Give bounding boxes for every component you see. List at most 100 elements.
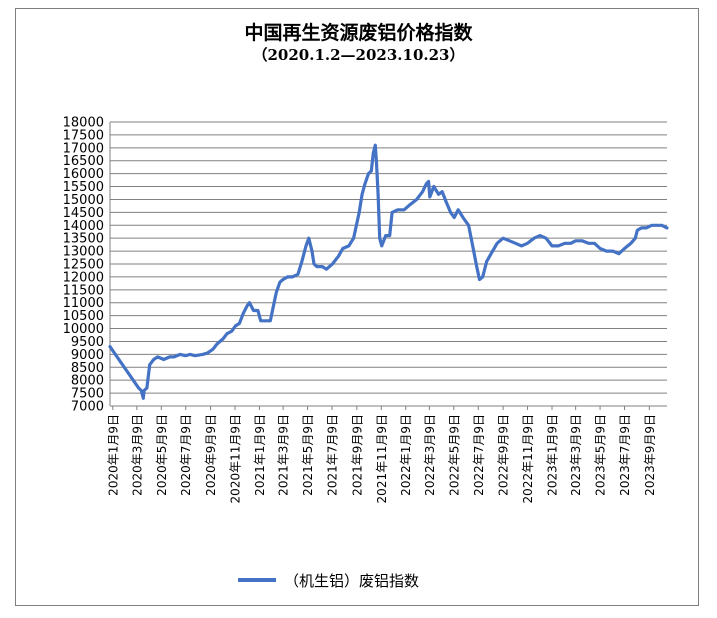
data-point	[143, 389, 145, 392]
data-point	[570, 242, 572, 245]
data-point	[391, 211, 393, 214]
data-point	[297, 273, 299, 276]
x-tick-label: 2021年5月9日	[301, 414, 315, 496]
y-tick-label: 7000	[71, 400, 104, 415]
legend-swatch	[238, 578, 276, 582]
data-point	[545, 237, 547, 239]
data-point	[445, 201, 448, 203]
data-point	[168, 356, 171, 358]
data-point	[666, 227, 668, 229]
x-tick-label: 2020年3月9日	[130, 414, 144, 496]
data-point	[212, 348, 214, 351]
data-point	[428, 196, 431, 198]
data-point	[358, 211, 361, 214]
data-point	[618, 252, 620, 255]
y-tick-label: 15500	[63, 180, 104, 195]
data-point	[238, 322, 241, 325]
x-tick-label: 2023年7月9日	[618, 414, 632, 496]
data-point	[259, 320, 262, 322]
data-point	[449, 211, 452, 214]
y-tick-label: 18000	[63, 116, 104, 131]
data-point	[275, 291, 278, 294]
data-point	[409, 203, 411, 206]
data-point	[248, 301, 251, 304]
data-point	[533, 237, 535, 239]
data-point	[508, 239, 511, 242]
data-point	[279, 281, 281, 283]
data-point	[587, 242, 590, 245]
x-tick-label: 2023年9月9日	[643, 414, 657, 496]
data-point	[352, 237, 355, 239]
y-tick-label: 17000	[63, 141, 104, 156]
x-tick-label: 2021年9月9日	[350, 414, 364, 496]
data-point	[194, 354, 196, 357]
data-point	[441, 190, 443, 193]
data-point	[490, 252, 492, 255]
y-tick-label: 16500	[63, 154, 104, 169]
x-tick-label: 2022年5月9日	[447, 414, 461, 496]
data-point	[201, 353, 204, 356]
data-point	[599, 247, 601, 250]
data-point	[325, 268, 328, 270]
data-point	[307, 237, 310, 239]
data-point	[301, 260, 303, 263]
data-point	[634, 237, 637, 239]
chart-subtitle: （2020.1.2—2023.10.23）	[252, 46, 465, 64]
data-point	[321, 265, 324, 268]
y-tick-label: 15000	[63, 193, 104, 208]
data-point	[313, 263, 315, 265]
data-point	[496, 242, 498, 245]
data-point	[231, 330, 233, 332]
data-point	[252, 309, 255, 312]
y-tick-label: 12500	[63, 258, 104, 273]
data-point	[156, 356, 159, 358]
x-tick-label: 2021年3月9日	[277, 414, 291, 496]
x-tick-label: 2020年5月9日	[155, 414, 169, 496]
data-point	[378, 237, 381, 239]
data-point	[162, 358, 165, 361]
data-point	[396, 208, 399, 211]
data-point	[367, 172, 370, 175]
y-tick-label: 9500	[71, 335, 104, 350]
data-point	[605, 250, 608, 252]
data-point	[374, 144, 377, 147]
y-tick-label: 11000	[63, 296, 104, 311]
data-point	[305, 245, 307, 247]
x-tick-label: 2022年11月9日	[521, 414, 535, 503]
data-point	[581, 239, 583, 242]
data-point	[593, 242, 596, 245]
data-point	[216, 343, 218, 345]
data-point	[526, 242, 529, 245]
x-tick-label: 2021年11月9日	[375, 414, 389, 503]
data-point	[388, 234, 391, 237]
data-point	[415, 198, 418, 201]
data-point	[140, 389, 143, 392]
x-tick-label: 2021年1月9日	[253, 414, 267, 496]
data-point	[645, 227, 647, 229]
data-point	[403, 208, 405, 211]
data-point	[514, 242, 517, 245]
data-point	[471, 245, 474, 247]
data-point	[380, 245, 383, 247]
y-tick-label: 7500	[71, 387, 104, 402]
x-tick-label: 2022年7月9日	[472, 414, 486, 496]
y-tick-label: 11500	[63, 283, 104, 298]
y-tick-label: 13000	[63, 245, 104, 260]
data-point	[370, 170, 373, 172]
data-point	[384, 234, 387, 237]
x-tick-label: 2023年3月9日	[569, 414, 583, 496]
data-point	[427, 180, 430, 183]
data-point	[457, 208, 460, 211]
data-point	[502, 237, 504, 239]
data-point	[348, 245, 350, 247]
y-tick-label: 12000	[63, 270, 104, 285]
y-tick-label: 8000	[71, 374, 104, 389]
data-point	[282, 278, 284, 281]
y-tick-label: 8500	[71, 361, 104, 376]
data-point	[337, 255, 340, 258]
y-tick-label: 14500	[63, 206, 104, 221]
x-tick-label: 2022年1月9日	[399, 414, 413, 496]
data-point	[432, 185, 435, 188]
data-point	[481, 276, 484, 278]
data-point	[355, 224, 358, 227]
